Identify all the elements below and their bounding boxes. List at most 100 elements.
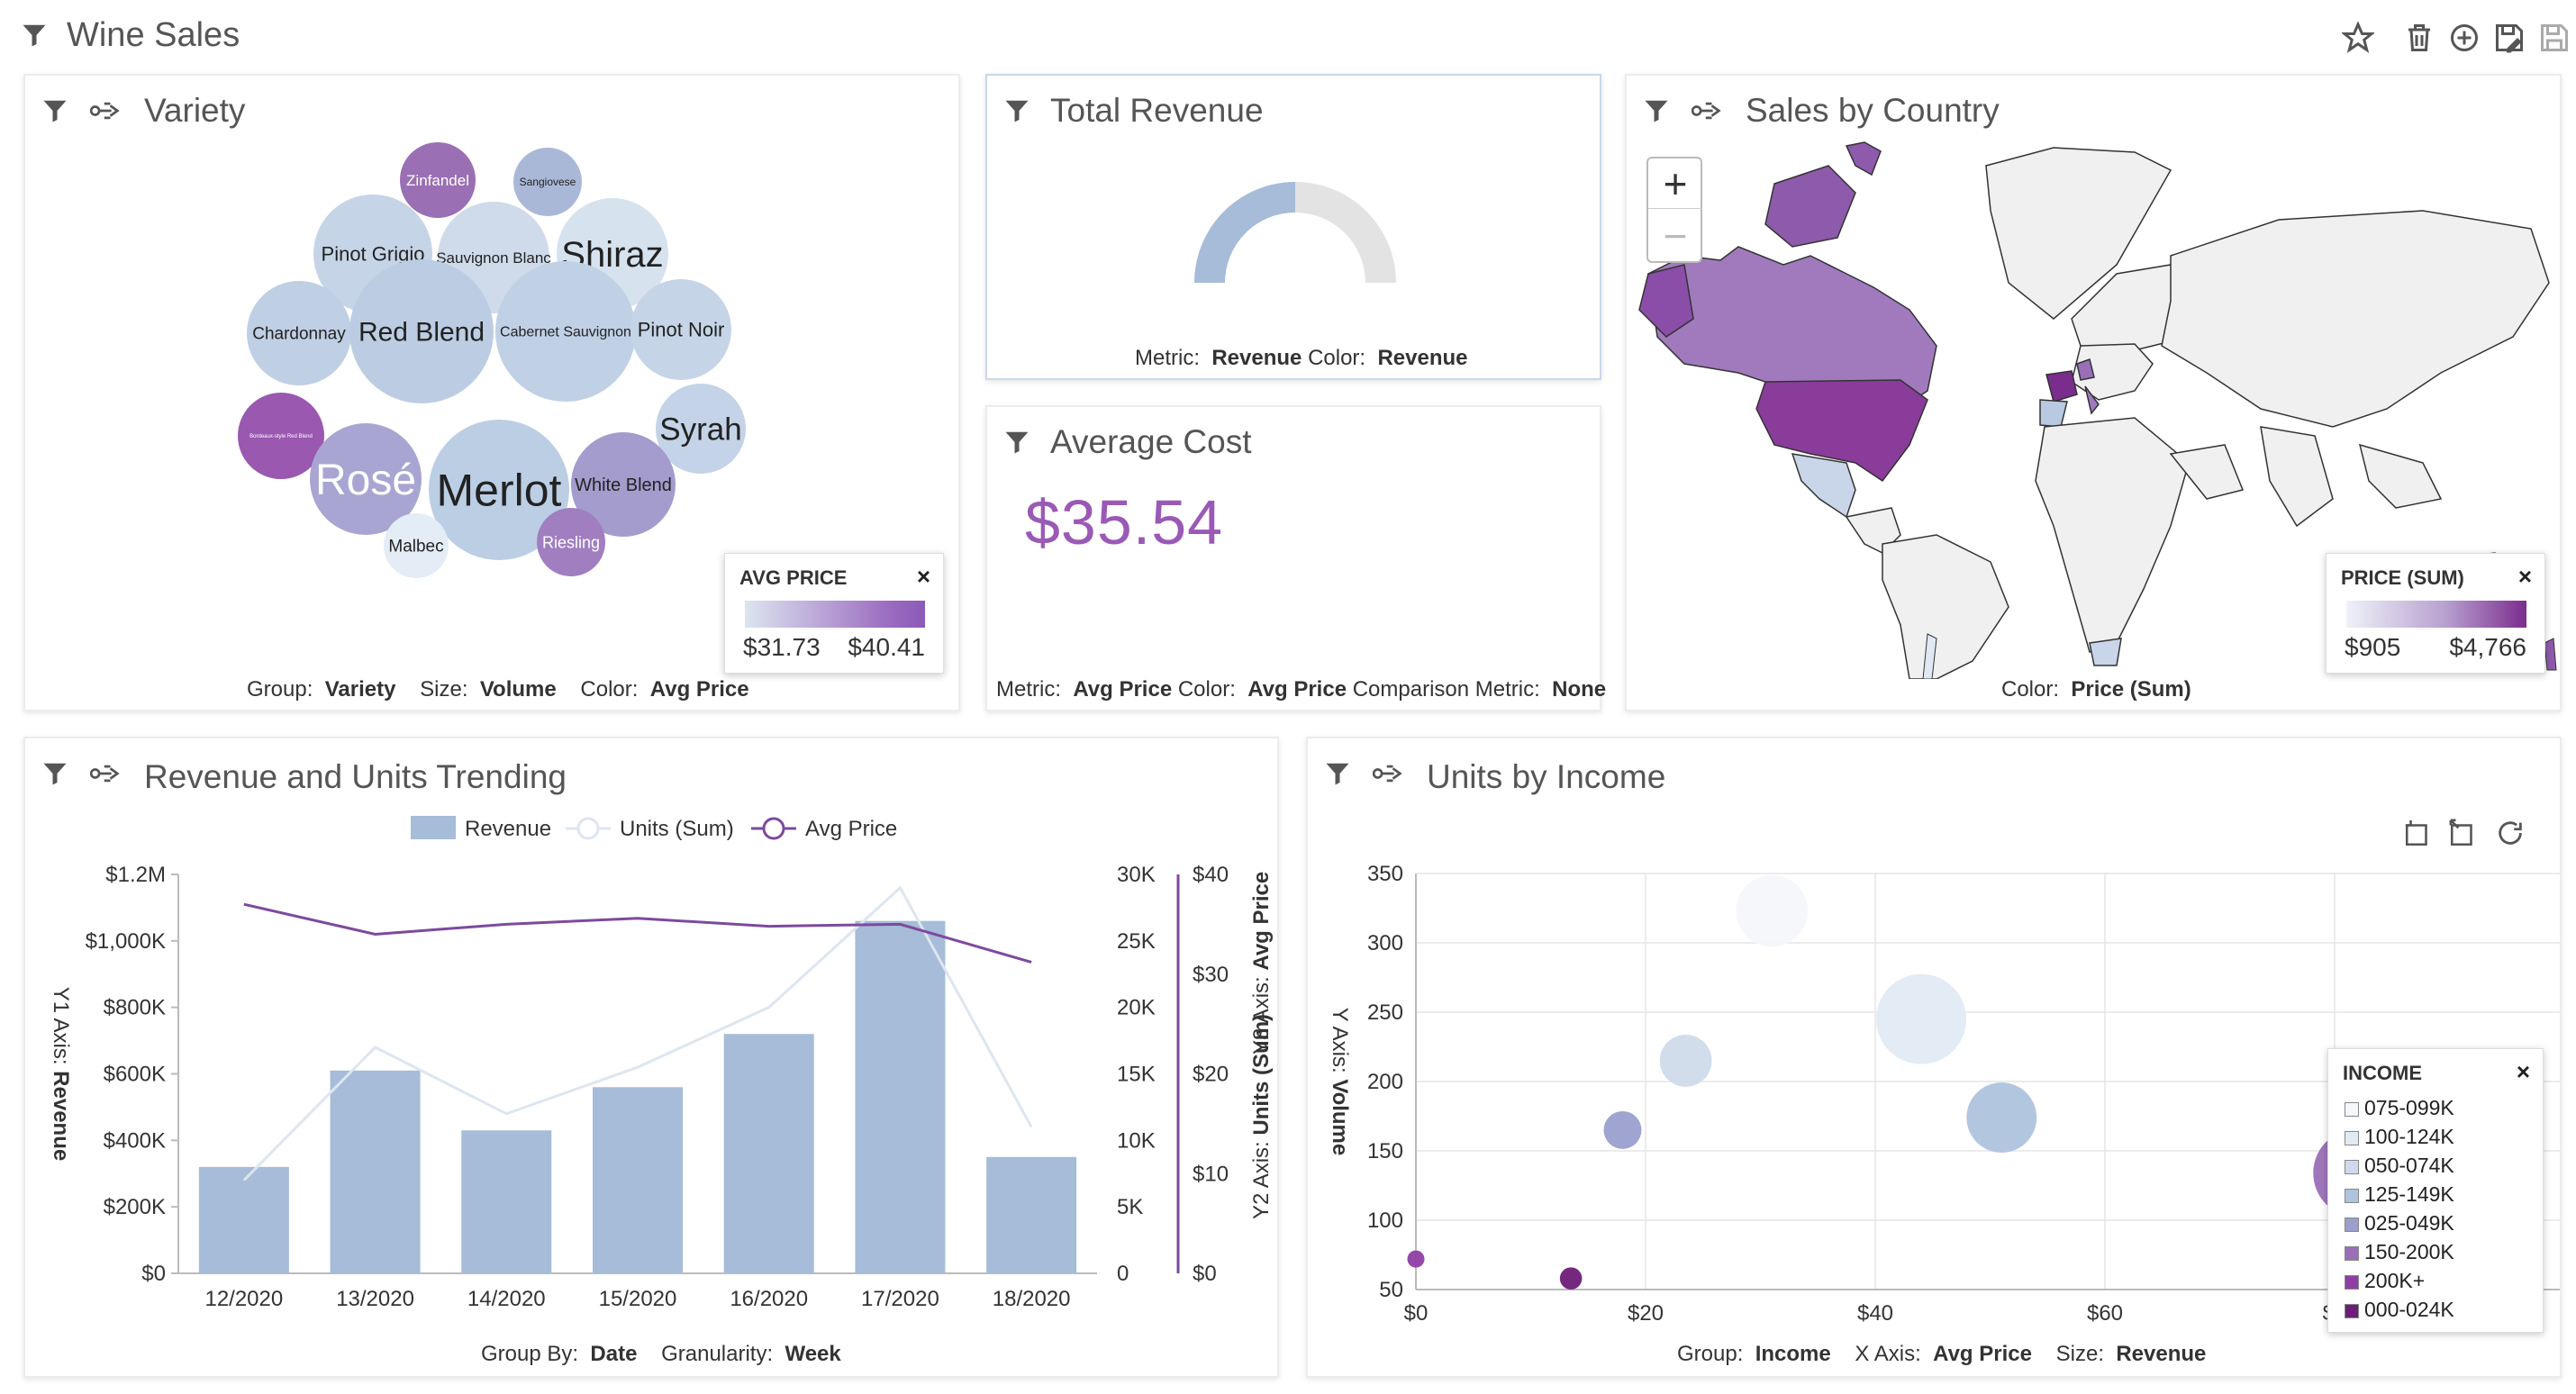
revenue-bar[interactable] [593, 1087, 683, 1273]
y1-tick-label: $400K [104, 1128, 166, 1153]
save-icon[interactable] [2538, 22, 2571, 54]
revenue-bar[interactable] [723, 1034, 814, 1273]
variety-bubble[interactable] [656, 384, 746, 474]
income-legend-item[interactable]: 150-200K [2345, 1240, 2454, 1264]
footer-value: Week [785, 1342, 841, 1366]
income-bubble[interactable] [1966, 1082, 2037, 1153]
legend-max: $40.41 [848, 633, 925, 661]
x-tick-label: 17/2020 [861, 1287, 939, 1311]
revenue-bar[interactable] [461, 1130, 552, 1273]
variety-bubble-label: Chardonnay [252, 325, 346, 344]
map-france [2045, 370, 2078, 403]
zoom-in-button[interactable]: + [1648, 158, 1702, 209]
variety-bubble[interactable] [513, 148, 582, 216]
x-tick-label: 18/2020 [993, 1287, 1071, 1311]
zoom-select-icon[interactable] [2403, 818, 2434, 848]
income-bubble[interactable] [1876, 973, 1966, 1064]
revenue-bar[interactable] [330, 1070, 421, 1273]
legend-swatch [2345, 1189, 2359, 1203]
map-india [2260, 426, 2334, 528]
y-tick-label: 350 [1367, 862, 1403, 886]
legend-max: $4,766 [2449, 633, 2526, 661]
variety-bubble[interactable] [537, 508, 605, 576]
map-south-america [1882, 534, 2009, 679]
map-greenland [1985, 147, 2172, 320]
revenue-bar[interactable] [986, 1156, 1077, 1273]
income-bubble[interactable] [1559, 1267, 1583, 1290]
income-bubble[interactable] [1736, 874, 1809, 947]
zoom-reset-icon[interactable] [2448, 818, 2479, 848]
x-tick-label: 13/2020 [336, 1287, 414, 1311]
zoom-out-button[interactable]: − [1663, 213, 1688, 259]
income-legend-item[interactable]: 050-074K [2345, 1154, 2454, 1178]
income-legend-item[interactable]: 025-049K [2345, 1211, 2454, 1236]
footer-value: Avg Price [1247, 677, 1347, 702]
footer-label: Color: [1308, 346, 1366, 370]
filter-icon[interactable] [41, 97, 68, 124]
map-greenland-north [1845, 141, 1882, 177]
variety-bubble[interactable] [630, 279, 731, 380]
country-title: Sales by Country [1746, 92, 2000, 129]
income-legend: INCOME × 075-099K 100-124K 050-074K 125-149… [2327, 1048, 2544, 1333]
income-bubble[interactable] [1659, 1035, 1712, 1087]
star-icon[interactable] [2342, 22, 2374, 54]
footer-label: Metric: [1135, 346, 1200, 370]
close-icon[interactable]: × [916, 563, 930, 590]
avg-price-legend: AVG PRICE × $31.73 $40.41 [724, 553, 944, 674]
income-legend-item[interactable]: 000-024K [2345, 1298, 2454, 1322]
variety-bubble-label: Sangiovese [520, 176, 576, 188]
map-arctic-islands [1764, 165, 1856, 248]
revenue-bar[interactable] [855, 920, 946, 1273]
y3-tick-label: $30 [1193, 963, 1229, 987]
income-legend-item[interactable]: 100-124K [2345, 1125, 2454, 1149]
trash-icon[interactable] [2403, 22, 2435, 54]
revenue-bar[interactable] [198, 1166, 289, 1273]
variety-bubble[interactable] [310, 423, 422, 535]
filter-icon[interactable] [1003, 97, 1030, 124]
filter-icon[interactable] [20, 22, 49, 49]
footer-label: Group: [1677, 1342, 1744, 1366]
y-tick-label: 150 [1367, 1139, 1403, 1163]
variety-bubble[interactable] [400, 142, 476, 218]
variety-bubble[interactable] [571, 432, 676, 537]
filter-icon[interactable] [41, 760, 68, 787]
drill-link-icon[interactable] [1373, 762, 1405, 785]
y1-tick-label: $1,000K [86, 929, 166, 954]
y-tick-label: 200 [1367, 1070, 1403, 1094]
legend-gradient [2346, 601, 2526, 628]
drill-link-icon[interactable] [1692, 99, 1724, 122]
y2-tick-label: 20K [1117, 996, 1156, 1020]
y-tick-label: 250 [1367, 1000, 1403, 1025]
variety-bubble[interactable] [349, 259, 494, 403]
variety-bubble-label: Cabernet Sauvignon [500, 325, 631, 340]
income-bubble[interactable] [1407, 1250, 1425, 1268]
x-tick-label: 12/2020 [204, 1287, 283, 1311]
close-icon[interactable]: × [2517, 563, 2532, 590]
variety-bubble[interactable] [238, 393, 324, 479]
drill-link-icon[interactable] [90, 762, 122, 785]
y1-axis-title: Y1 Axis: Revenue [49, 987, 73, 1161]
drill-link-icon[interactable] [90, 99, 122, 122]
income-legend-item[interactable]: 125-149K [2345, 1182, 2454, 1207]
units-line[interactable] [242, 885, 1033, 1181]
variety-bubble[interactable] [247, 281, 351, 385]
filter-icon[interactable] [1643, 97, 1670, 124]
avg-price-line[interactable] [243, 902, 1032, 964]
variety-bubble[interactable] [495, 261, 636, 402]
income-legend-item[interactable]: 075-099K [2345, 1096, 2454, 1120]
map-asia [2161, 210, 2550, 428]
add-circle-icon[interactable] [2448, 22, 2481, 54]
variety-bubble[interactable] [384, 513, 449, 578]
income-legend-item[interactable]: 200K+ [2345, 1269, 2425, 1293]
footer-value: Avg Price [1933, 1342, 2032, 1366]
variety-bubble-label: Riesling [542, 533, 600, 551]
map-alaska [1638, 264, 1694, 338]
filter-icon[interactable] [1324, 760, 1351, 787]
variety-bubble[interactable] [429, 420, 569, 560]
refresh-icon[interactable] [2495, 818, 2526, 848]
filter-icon[interactable] [1003, 429, 1030, 456]
close-icon[interactable]: × [2516, 1058, 2530, 1085]
x-tick-label: $20 [1628, 1301, 1664, 1326]
income-bubble[interactable] [1603, 1110, 1642, 1149]
save-edit-icon[interactable] [2493, 22, 2526, 54]
